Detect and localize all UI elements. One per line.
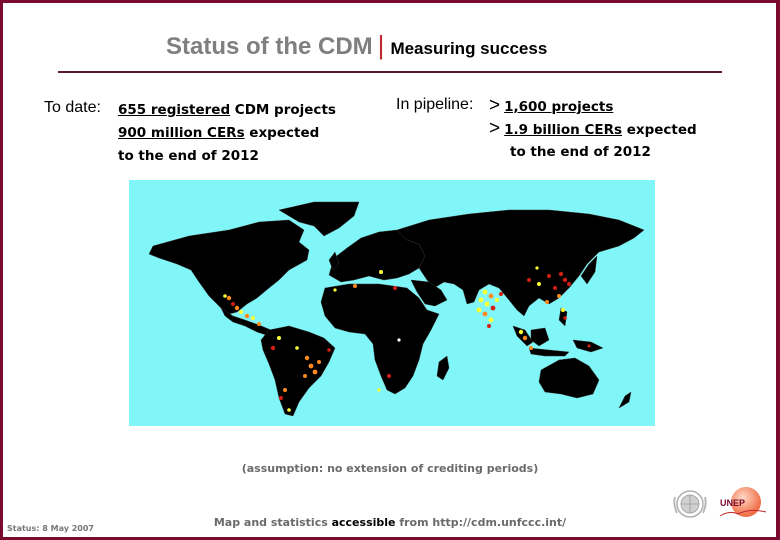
world-map-svg [148, 201, 645, 417]
to-date-label: To date: [44, 99, 101, 116]
chevron-right-icon: > [489, 118, 501, 139]
to-date-line-2: 900 million CERs expected [118, 125, 320, 141]
title-separator: | [377, 30, 385, 60]
title-main: Status of the CDM [166, 33, 373, 60]
pipeline-line-3: to the end of 2012 [510, 144, 651, 160]
registered-projects-link[interactable]: 655 registered [118, 102, 231, 118]
pipeline-label: In pipeline: [396, 96, 474, 113]
pipeline-line-2: >1.9 billion CERs expected [489, 118, 697, 139]
accessible-link[interactable]: accessible [331, 516, 396, 529]
source-note: Map and statistics accessible from http:… [213, 516, 567, 529]
slide-title: Status of the CDM | Measuring success [166, 30, 547, 61]
pipeline-line-1: >1,600 projects [489, 95, 697, 118]
pipeline-stats: >1,600 projects >1.9 billion CERs expect… [489, 95, 697, 163]
title-subtitle: Measuring success [390, 39, 548, 58]
unep-logo-icon: UNEP [712, 484, 768, 524]
assumption-note: (assumption: no extension of crediting p… [241, 462, 539, 475]
to-date-line-3: to the end of 2012 [118, 148, 259, 164]
cers-link[interactable]: 900 million CERs [118, 125, 245, 141]
svg-text:UNEP: UNEP [720, 498, 745, 508]
status-date: Status: 8 May 2007 [7, 524, 94, 533]
to-date-stats: 655 registered CDM projects 900 million … [118, 99, 336, 168]
title-divider [58, 71, 722, 73]
pipeline-projects-link[interactable]: 1,600 projects [504, 99, 614, 115]
project-markers [223, 266, 591, 412]
pipeline-cers-link[interactable]: 1.9 billion CERs [504, 122, 623, 138]
world-map [129, 180, 655, 426]
un-emblem-icon [671, 487, 709, 521]
chevron-right-icon: > [489, 95, 501, 116]
to-date-line-1: 655 registered CDM projects [118, 102, 336, 118]
